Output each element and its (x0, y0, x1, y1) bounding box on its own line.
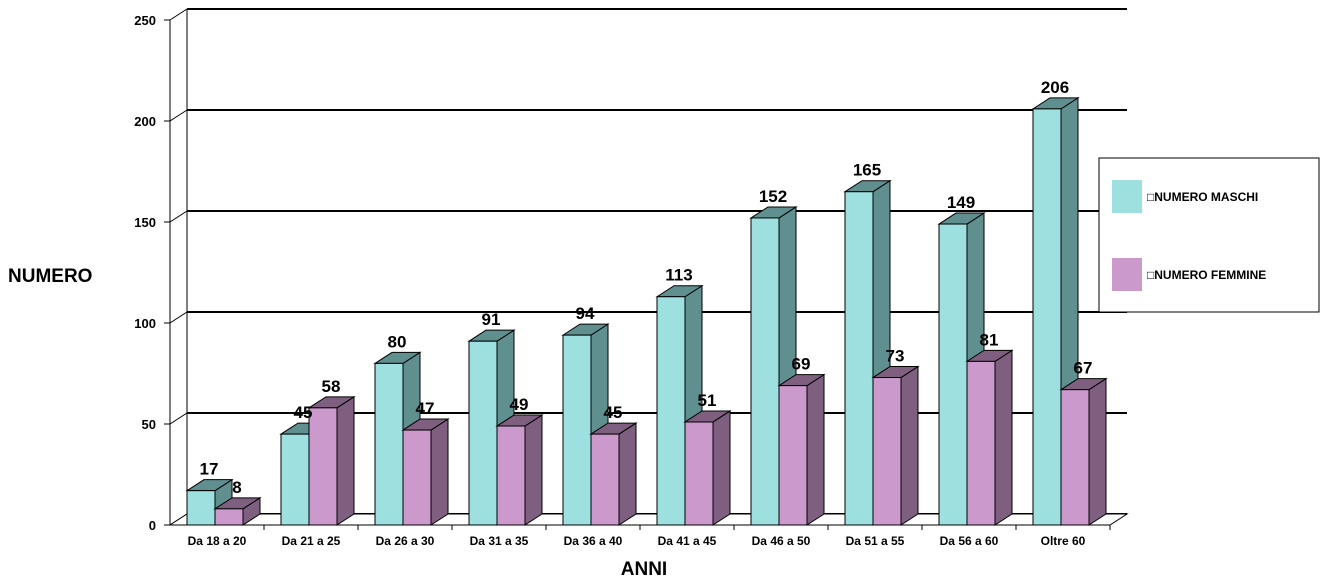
x-tick-label: Da 21 a 25 (282, 534, 341, 548)
bar-front (684, 421, 714, 526)
data-label: 91 (482, 310, 501, 329)
x-tick-label: Da 46 a 50 (752, 534, 811, 548)
x-tick-label: Da 26 a 30 (376, 534, 435, 548)
bar-femmine (1059, 377, 1108, 526)
data-label: 81 (980, 330, 999, 349)
y-tick-label: 100 (134, 316, 156, 331)
bar-front (778, 385, 808, 526)
bar-femmine (965, 349, 1014, 526)
bar-front (402, 429, 432, 526)
data-label: 152 (759, 187, 787, 206)
y-tick-label: 50 (142, 417, 156, 432)
y-tick-label: 250 (134, 13, 156, 28)
bar-front (186, 490, 216, 526)
x-tick-label: Da 51 a 55 (846, 534, 905, 548)
bar-front (966, 360, 996, 526)
bar-front (374, 362, 404, 526)
data-label: 94 (576, 304, 595, 323)
bars (185, 96, 1108, 526)
data-label: 45 (294, 403, 313, 422)
bar-side (430, 418, 449, 526)
x-tick-label: Da 31 a 35 (470, 534, 529, 548)
data-label: 17 (200, 460, 219, 479)
x-tick-label: Da 56 a 60 (940, 534, 999, 548)
data-label: 47 (416, 399, 435, 418)
y-axis-title: NUMERO (8, 266, 92, 287)
data-labels: 17 8 45 58 80 47 91 49 94 45 113 51 152 69 165 73 149 81 2… (200, 78, 1093, 497)
bar-front (1032, 108, 1062, 526)
legend-swatch (1112, 180, 1142, 213)
x-tick-label: Da 41 a 45 (658, 534, 717, 548)
data-label: 45 (604, 403, 623, 422)
bar-front (308, 407, 338, 526)
bar-side (336, 395, 355, 526)
data-label: 51 (698, 391, 717, 410)
bar-front (938, 223, 968, 526)
bar-side (712, 410, 731, 526)
y-tick-label: 0 (149, 518, 156, 533)
data-label: 73 (886, 347, 905, 366)
grid-side-line (169, 311, 188, 324)
bar-side (618, 422, 637, 526)
bar-side (994, 349, 1013, 526)
bar-front (844, 191, 874, 526)
bar-front (280, 433, 310, 526)
data-label: 80 (388, 332, 407, 351)
legend-entry: □NUMERO MASCHI (1147, 190, 1258, 204)
bar-front (590, 433, 620, 526)
bar-front (1060, 389, 1090, 526)
bar-front (872, 377, 902, 526)
legend-swatch (1112, 258, 1142, 291)
bar-front (750, 217, 780, 526)
grid-side-line (169, 412, 188, 425)
legend-entry: □NUMERO FEMMINE (1147, 268, 1266, 282)
data-label: 49 (510, 395, 529, 414)
bar-femmine (213, 496, 262, 526)
x-axis-title: ANNI (621, 559, 667, 579)
y-axis: 0 50 100 150 200 250 (134, 9, 188, 533)
bar-femmine (683, 410, 732, 526)
bar-femmine (401, 418, 450, 526)
bar-femmine (495, 414, 544, 526)
x-tick-label: Oltre 60 (1041, 534, 1086, 548)
data-label: 58 (322, 377, 341, 396)
bar-front (562, 334, 592, 526)
x-tick-label: Da 36 a 40 (564, 534, 623, 548)
grid-side-line (169, 8, 188, 21)
data-label: 69 (792, 355, 811, 374)
bar-femmine (777, 373, 826, 526)
x-tick-label: Da 18 a 20 (188, 534, 247, 548)
data-label: 165 (853, 161, 881, 180)
grid-side-line (169, 210, 188, 223)
x-axis: Da 18 a 20 Da 21 a 25 Da 26 a 30 Da 31 a 35… (188, 525, 1111, 548)
bar-front (496, 425, 526, 526)
y-tick-label: 200 (134, 114, 156, 129)
bar-femmine (871, 365, 920, 526)
bar-femmine (589, 422, 638, 526)
data-label: 113 (665, 266, 692, 285)
bar-side (900, 365, 919, 526)
bar-side (806, 373, 825, 526)
bar-front (468, 340, 498, 526)
bar-femmine (307, 395, 356, 526)
bar-maschi (1031, 96, 1080, 526)
legend: □NUMERO MASCHI □NUMERO FEMMINE (1098, 157, 1320, 313)
bar-front (656, 296, 686, 526)
data-label: 67 (1074, 359, 1093, 378)
bar-side (1088, 377, 1107, 526)
grid-side-line (169, 109, 188, 122)
bar-side (524, 414, 543, 526)
bar-front (214, 508, 244, 526)
data-label: 206 (1041, 78, 1069, 97)
data-label: 8 (232, 478, 241, 497)
y-tick-label: 150 (134, 215, 156, 230)
data-label: 149 (947, 193, 975, 212)
